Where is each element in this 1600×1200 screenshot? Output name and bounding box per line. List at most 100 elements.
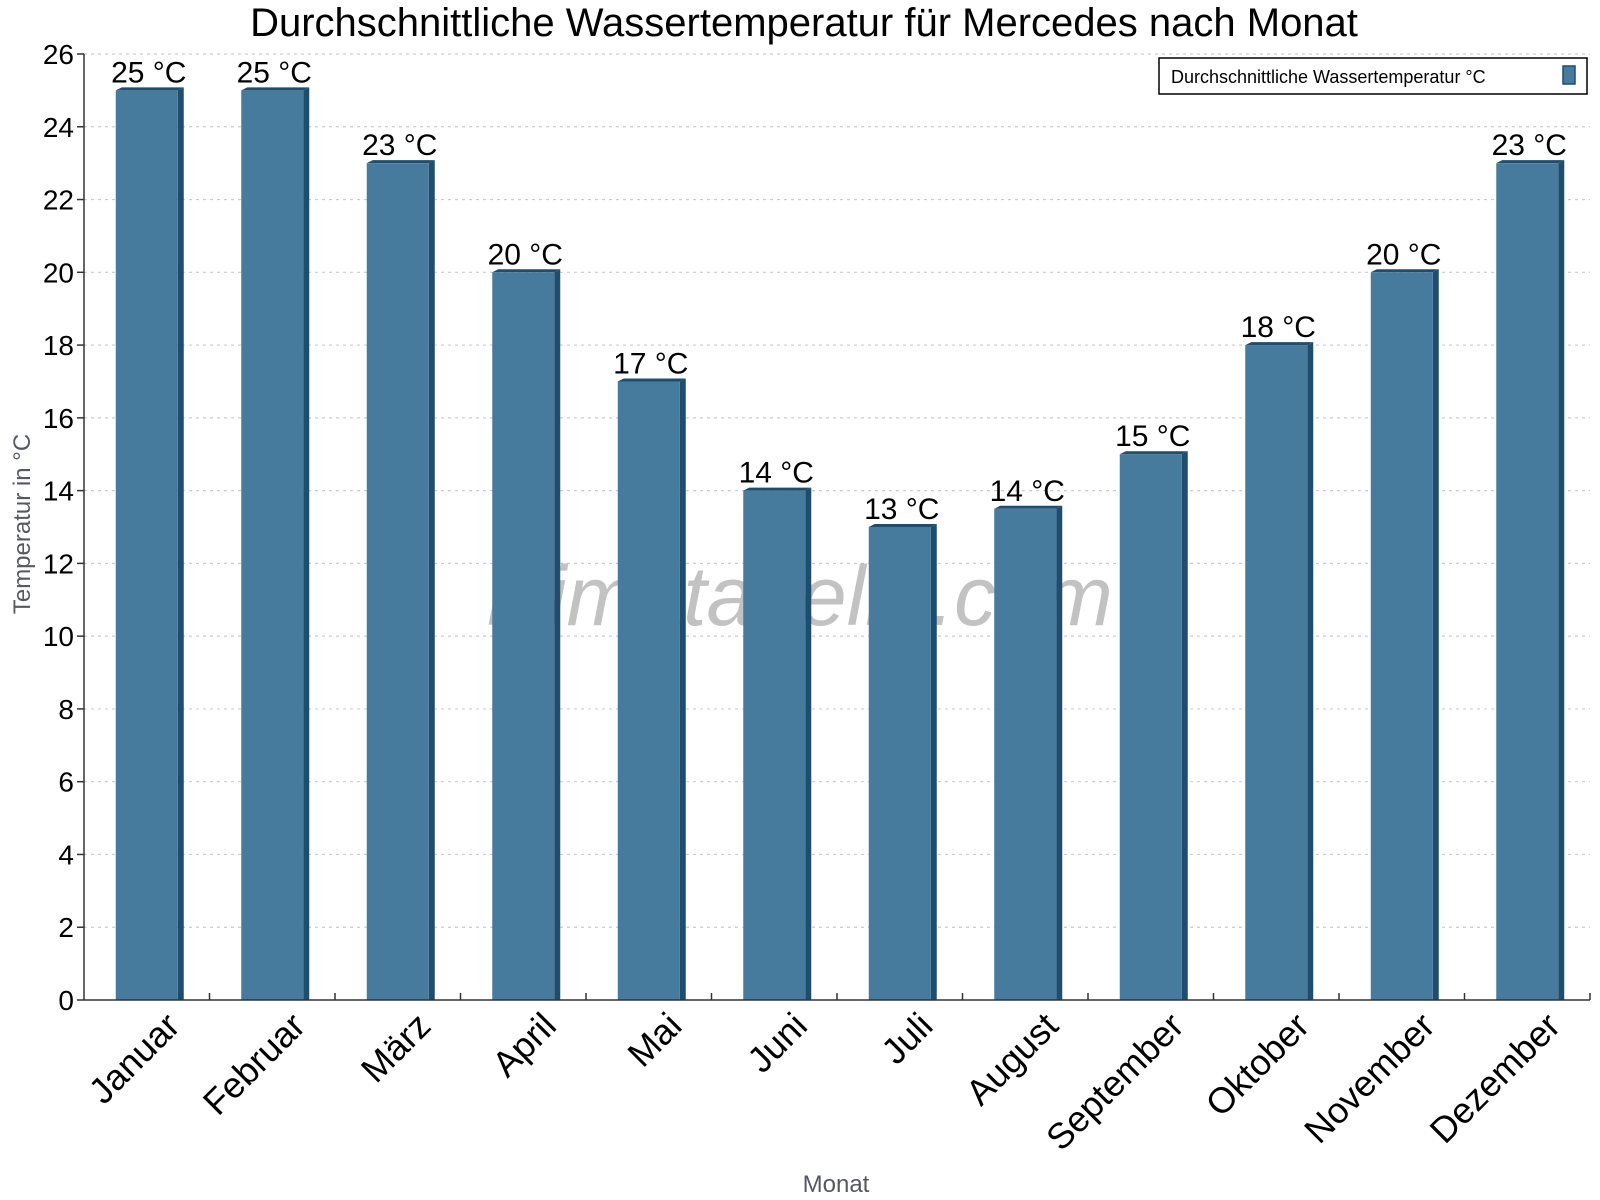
bar-front	[1245, 345, 1308, 1001]
bar-9	[1245, 342, 1314, 1001]
legend-label: Durchschnittliche Wassertemperatur °C	[1171, 67, 1486, 87]
y-tick-label: 20	[43, 257, 74, 288]
bar-2	[366, 160, 435, 1001]
y-tick-label: 6	[58, 767, 74, 798]
bar-front	[994, 508, 1057, 1000]
data-label: 17 °C	[613, 347, 688, 380]
bars	[115, 87, 1565, 1001]
bar-top	[868, 524, 937, 527]
bar-top	[115, 87, 184, 91]
y-tick-label: 0	[58, 985, 74, 1016]
x-tick-label: Juni	[739, 1005, 815, 1081]
bar-4	[617, 378, 686, 1000]
y-tick-label: 22	[43, 185, 74, 216]
legend: Durchschnittliche Wassertemperatur °C	[1158, 57, 1588, 95]
bar-side	[554, 269, 561, 1000]
bar-front	[241, 90, 304, 1000]
bar-side	[679, 378, 686, 1000]
bar-5	[743, 487, 812, 1001]
data-label: 23 °C	[362, 129, 437, 162]
bar-front	[1496, 163, 1559, 1001]
y-tick-label: 8	[58, 694, 74, 725]
data-label: 20 °C	[1366, 238, 1441, 271]
bar-front	[1119, 454, 1182, 1000]
bar-1	[241, 87, 310, 1000]
legend-box	[1158, 57, 1588, 95]
bar-top	[743, 487, 812, 491]
bar-front	[1370, 272, 1433, 1000]
axes	[83, 54, 1590, 1001]
bar-top	[1245, 342, 1314, 346]
bar-side	[1432, 269, 1439, 1000]
x-tick-label: März	[353, 1005, 439, 1091]
y-tick-label: 14	[43, 476, 74, 507]
data-label: 20 °C	[488, 238, 563, 271]
y-tick-label: 4	[58, 839, 74, 870]
bar-side	[428, 160, 435, 1001]
x-axis-title: Monat	[803, 1171, 870, 1198]
bar-side	[930, 524, 937, 1000]
data-label: 23 °C	[1492, 129, 1567, 162]
bar-side	[1307, 342, 1314, 1001]
x-tick-label: November	[1296, 1005, 1442, 1151]
bar-side	[805, 487, 812, 1001]
bar-3	[492, 269, 561, 1000]
bar-top	[994, 505, 1063, 509]
bar-top	[492, 269, 561, 273]
x-axis-ticks: Januar Februar März April Mai Juni Juli AugustS…	[81, 993, 1591, 1159]
x-tick-label: Januar	[81, 1005, 188, 1112]
y-tick-label: 26	[43, 39, 74, 70]
x-tick-label: Mai	[619, 1005, 689, 1075]
x-tick-label: Juli	[873, 1005, 940, 1072]
bar-front	[868, 527, 931, 1000]
x-tick-label: April	[484, 1005, 564, 1085]
bar-front	[115, 90, 178, 1000]
y-axis-title: Temperatur in °C	[9, 434, 36, 614]
bar-top	[1496, 160, 1565, 164]
x-tick-label: Oktober	[1197, 1005, 1317, 1125]
bar-top	[366, 160, 435, 164]
bar-front	[492, 272, 555, 1000]
x-tick-label: Dezember	[1421, 1005, 1567, 1151]
bar-10	[1370, 269, 1439, 1000]
bar-top	[1119, 451, 1188, 455]
gridlines	[84, 53, 1590, 928]
data-labels: 25 °C 25 °C 23 °C 20 °C 17 °C 14 °C 13 °C 14 °C…	[111, 56, 1567, 526]
y-tick-label: 10	[43, 621, 74, 652]
bar-top	[1370, 269, 1439, 273]
bar-top	[241, 87, 310, 91]
y-tick-label: 16	[43, 403, 74, 434]
chart-title: Durchschnittliche Wassertemperatur für M…	[250, 1, 1358, 45]
x-tick-label: August	[958, 1005, 1066, 1113]
legend-swatch	[1562, 65, 1576, 85]
data-label: 25 °C	[111, 56, 186, 89]
y-tick-label: 24	[43, 112, 74, 143]
x-tick-label: September	[1038, 1005, 1192, 1159]
y-tick-label: 12	[43, 548, 74, 579]
bar-side	[177, 87, 184, 1000]
data-label: 18 °C	[1241, 311, 1316, 344]
bar-11	[1496, 160, 1565, 1001]
data-label: 14 °C	[739, 457, 814, 490]
data-label: 25 °C	[237, 56, 312, 89]
bar-front	[617, 381, 680, 1000]
bar-side	[1181, 451, 1188, 1000]
x-tick-label: Februar	[195, 1005, 313, 1123]
bar-side	[1056, 505, 1063, 1000]
bar-6	[868, 524, 937, 1000]
bar-8	[1119, 451, 1188, 1000]
bar-7	[994, 505, 1063, 1000]
data-label: 14 °C	[990, 475, 1065, 508]
bar-top	[617, 378, 686, 382]
y-tick-label: 2	[58, 912, 74, 943]
bar-front	[743, 490, 806, 1000]
bar-side	[1558, 160, 1565, 1001]
data-label: 15 °C	[1115, 420, 1190, 453]
y-tick-label: 18	[43, 330, 74, 361]
data-label: 13 °C	[864, 493, 939, 526]
bar-side	[303, 87, 310, 1000]
bar-0	[115, 87, 184, 1000]
bar-front	[366, 163, 429, 1001]
